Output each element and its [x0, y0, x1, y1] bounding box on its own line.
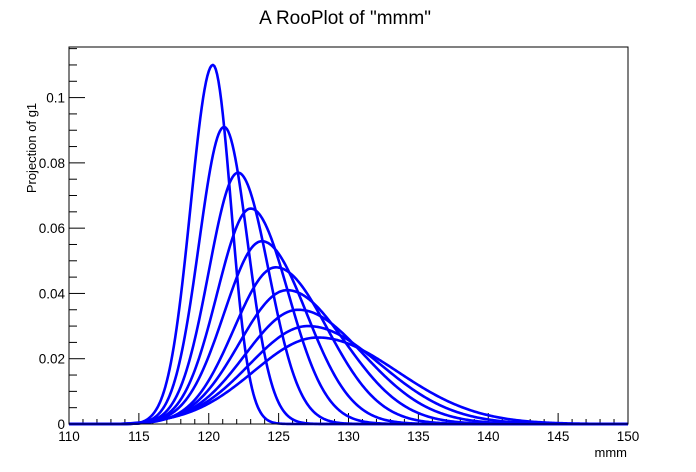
y-tick-label: 0.04 — [39, 286, 66, 301]
y-axis-label: Projection of g1 — [24, 103, 39, 193]
y-tick-label: 0.1 — [46, 91, 65, 106]
x-tick-label: 125 — [267, 429, 290, 444]
y-tick-label: 0.02 — [39, 352, 65, 367]
x-tick-label: 135 — [407, 429, 430, 444]
x-tick-label: 140 — [477, 429, 500, 444]
plot-frame — [68, 46, 629, 425]
curve-10 — [69, 336, 629, 426]
x-tick-label: 130 — [337, 429, 360, 444]
x-tick-labels: 110 115 120 125 130 135 140 145 150 — [58, 429, 639, 444]
chart-title: A RooPlot of "mmm" — [259, 8, 431, 29]
y-tick-label: 0.08 — [39, 156, 65, 171]
x-tick-label: 120 — [197, 429, 220, 444]
y-tick-label: 0 — [57, 417, 65, 432]
y-tick-labels: 0 0.02 0.04 0.06 0.08 0.1 — [39, 91, 66, 432]
x-tick-label: 110 — [58, 429, 80, 444]
x-tick-label: 145 — [547, 429, 570, 444]
x-tick-label: 150 — [617, 429, 640, 444]
x-tick-label: 115 — [128, 429, 150, 444]
y-tick-label: 0.06 — [39, 221, 65, 236]
x-axis-label: mmm — [595, 445, 628, 460]
